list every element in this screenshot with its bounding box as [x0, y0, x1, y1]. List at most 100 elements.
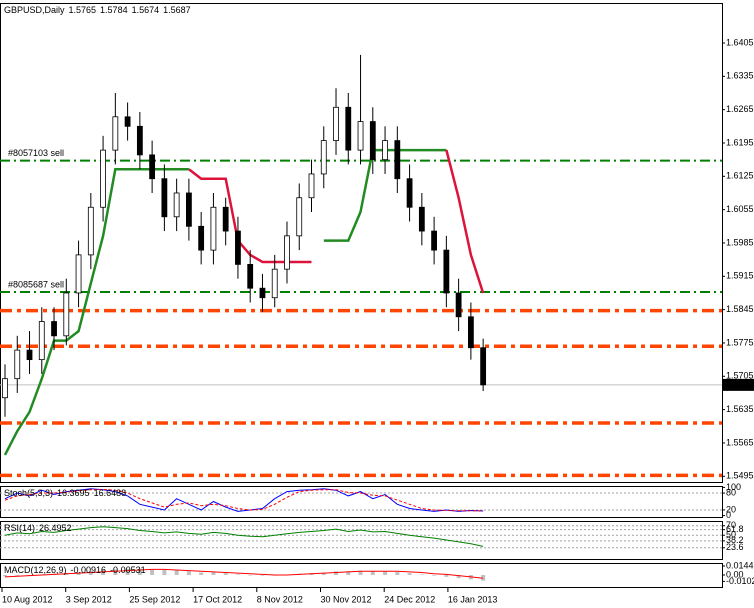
candle-body [443, 249, 450, 294]
symbol-header: GBPUSD,Daily 1.5765 1.5784 1.5674 1.5687 [4, 5, 191, 15]
macd-bar [137, 568, 142, 575]
y-tick-label: 1.5705 [726, 371, 754, 381]
y-tick-label: 61.8 [726, 524, 744, 534]
indicator-line [4, 568, 484, 579]
y-tick-label: 1.5915 [726, 271, 754, 281]
candle-body [185, 192, 192, 227]
macd-bar [419, 574, 424, 575]
macd-bar [370, 571, 375, 575]
candle-body [247, 264, 254, 289]
panel-header: MACD(12,26,9) -0.00916 -0.00531 [4, 565, 146, 575]
macd-bar [321, 572, 326, 575]
indicator-line [4, 488, 484, 512]
y-tick-label: 0.00 [726, 569, 744, 579]
readout: -0.00916 [71, 565, 107, 575]
indicator-line [4, 488, 484, 512]
macd-bar [223, 573, 228, 575]
x-tick-label: 16 Jan 2013 [448, 594, 498, 604]
y-tick-label: -0.0102 [726, 576, 754, 586]
macd-bar [383, 571, 388, 575]
y-tick-label: 1.5845 [726, 304, 754, 314]
macd-bar [358, 570, 363, 575]
candle-body [345, 106, 352, 151]
y-tick-label: 1.6195 [726, 137, 754, 147]
candle-body [26, 349, 33, 361]
candle-body [284, 235, 290, 270]
panel-header: Stoch(5,3,3) 16.3695 16.6488 [4, 488, 126, 498]
candle-body [100, 149, 106, 208]
candle-body [136, 125, 143, 156]
y-tick-label: 1.5985 [726, 237, 754, 247]
panel-title: Stoch(5,3,3) [4, 488, 53, 498]
candle-body [87, 206, 94, 256]
y-tick-label: 38.2 [726, 535, 744, 545]
candle-body [418, 206, 425, 232]
candle-body [235, 230, 241, 265]
panel-frame [0, 486, 723, 518]
candle-body [259, 287, 266, 299]
candle-body [14, 349, 21, 380]
macd-bar [162, 570, 167, 575]
macd-bar [150, 569, 155, 575]
candle-body [173, 192, 180, 218]
macd-bar [113, 569, 118, 575]
y-tick-label: 0 [726, 510, 731, 520]
candle-body [382, 140, 388, 161]
x-tick-label: 24 Dec 2012 [384, 594, 435, 604]
y-tick-label: 100 [726, 482, 741, 492]
y-tick-label: 0.0144 [726, 560, 754, 570]
y-tick-label: 1.6125 [726, 171, 754, 181]
y-tick-label: 23.6 [726, 542, 744, 552]
macd-bar [260, 575, 265, 576]
candle-body [63, 292, 70, 337]
panel-header: RSI(14) 26.4952 [4, 523, 72, 533]
candle-body [394, 140, 401, 180]
macd-bar [346, 571, 351, 575]
candle-body [222, 206, 229, 232]
ohlc-value: 1.5784 [100, 5, 128, 15]
candle-body [149, 154, 156, 180]
ohlc-value: 1.5765 [69, 5, 97, 15]
y-tick-label: 1.6265 [726, 104, 754, 114]
candle-body [406, 178, 413, 208]
order-label: #8057103 sell [8, 148, 64, 158]
last-price-label: 1.5687 [725, 379, 753, 389]
macd-bar [186, 571, 191, 575]
candle-body [320, 140, 327, 175]
y-tick-label: 1.6405 [726, 37, 754, 47]
candle-body [455, 292, 462, 318]
panel-title: MACD(12,26,9) [4, 565, 67, 575]
x-tick-label: 30 Nov 2012 [321, 594, 372, 604]
macd-bar [211, 572, 216, 575]
y-tick-label: 80 [726, 487, 736, 497]
candle-body [38, 321, 45, 361]
y-tick-label: 1.5495 [726, 471, 754, 481]
candle-body [271, 268, 278, 299]
candle-body [480, 347, 487, 386]
macd-bar [15, 575, 20, 576]
macd-bar [248, 575, 253, 576]
macd-bar [432, 575, 437, 576]
indicator-line [4, 526, 484, 547]
candle-body [467, 316, 474, 349]
ohlc-value: 1.5674 [132, 5, 160, 15]
x-tick-label: 25 Sep 2012 [129, 594, 180, 604]
candle-body [210, 206, 217, 251]
candle-body [296, 197, 303, 237]
readout: -0.00531 [110, 565, 146, 575]
ohlc-value: 1.5687 [163, 5, 191, 15]
last-price-box [723, 378, 754, 391]
symbol: GBPUSD,Daily [4, 5, 65, 15]
candle-body [431, 230, 438, 251]
candle-body [112, 116, 119, 151]
macd-bar [76, 572, 81, 575]
macd-bar [88, 571, 93, 575]
macd-bar [101, 570, 106, 575]
x-tick-label: 3 Sep 2012 [66, 594, 112, 604]
candle-body [308, 173, 315, 199]
readout: 26.4952 [39, 523, 72, 533]
candle-body [333, 106, 339, 142]
y-tick-label: 1.6055 [726, 204, 754, 214]
